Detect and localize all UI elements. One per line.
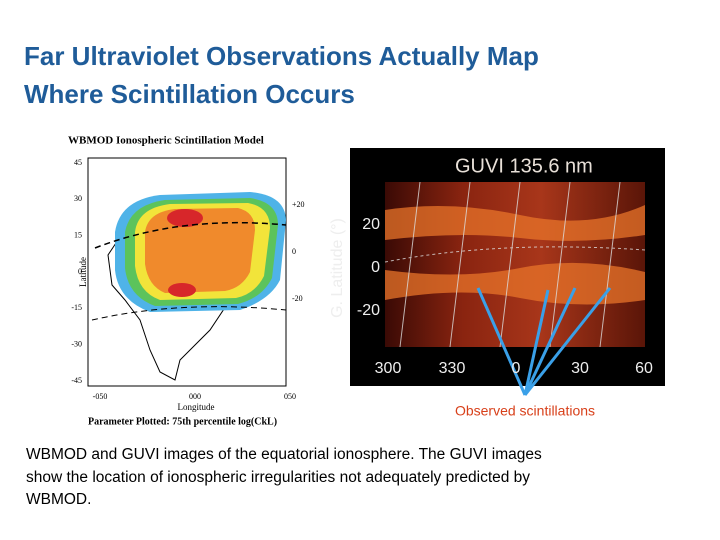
y2-tick-label: +20: [292, 200, 305, 209]
y-axis-label: Latitude: [78, 257, 88, 287]
x-tick-label: 330: [439, 360, 466, 377]
figure-footer: Parameter Plotted: 75th percentile log(C…: [88, 416, 277, 427]
annotation: Observed scintillations: [455, 403, 595, 419]
x-tick-label: 050: [284, 392, 296, 401]
y2-tick-label: -20: [292, 294, 303, 303]
y-tick-label: -20: [357, 302, 380, 319]
contour-orange: [145, 208, 255, 293]
y-tick-label: 45: [74, 158, 82, 167]
x-axis-label: Longitude: [178, 402, 215, 412]
y2-tick-label: 0: [292, 247, 296, 256]
figure-title: WBMOD Ionospheric Scintillation Model: [68, 135, 264, 147]
y-tick-label: 15: [74, 230, 82, 239]
y-tick-label: -15: [71, 303, 82, 312]
y-tick-label: 0: [78, 267, 82, 276]
x-tick-label: -050: [93, 392, 108, 401]
slide-title: Where Scintillation Occurs: [24, 79, 355, 109]
caption-line: show the location of ionospheric irregul…: [26, 469, 530, 486]
y-tick-label: -45: [71, 376, 82, 385]
wbmod-figure: WBMOD Ionospheric Scintillation Model La…: [68, 135, 287, 427]
annotation-arrows: [476, 287, 612, 396]
magnetic-equator: [94, 221, 287, 249]
guvi-figure: GUVI 135.6 nm G. Latitude (°): [329, 148, 665, 386]
y-tick-label: -30: [71, 339, 82, 348]
figure-title: GUVI 135.6 nm: [455, 155, 593, 177]
x-tick-label: 30: [571, 360, 589, 377]
magnetic-latitude: [91, 306, 287, 321]
caption-line: WBMOD and GUVI images of the equatorial …: [26, 446, 542, 463]
y-tick-label: 30: [74, 194, 82, 203]
x-tick-label: 300: [375, 360, 402, 377]
contour-red: [168, 283, 196, 297]
scan-stripes: [384, 181, 646, 348]
x-tick-label: 0: [512, 360, 521, 377]
slide-title: Far Ultraviolet Observations Actually Ma…: [24, 41, 539, 71]
y-tick-label: 20: [362, 216, 380, 233]
x-tick-label: 60: [635, 360, 653, 377]
y-axis-label: G. Latitude (°): [329, 218, 346, 318]
x-tick-label: 000: [189, 392, 201, 401]
caption-line: WBMOD.: [26, 491, 91, 508]
contour-red: [167, 209, 203, 227]
y-tick-label: 0: [371, 259, 380, 276]
